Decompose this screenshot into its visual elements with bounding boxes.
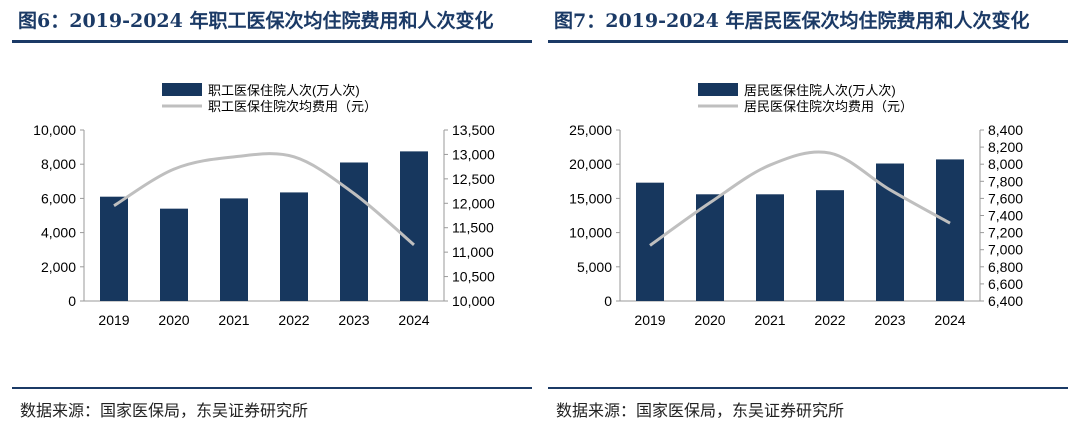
figure-title: 图7：2019-2024 年居民医保次均住院费用和人次变化 [554, 10, 1030, 32]
x-tick-label: 2023 [874, 312, 905, 328]
y-left-tick-label: 2,000 [41, 259, 76, 275]
y-right-tick-label: 8,200 [988, 139, 1023, 155]
legend-bar-label: 职工医保住院人次(万人次) [208, 83, 360, 98]
figure-title: 图6：2019-2024 年职工医保次均住院费用和人次变化 [18, 10, 494, 32]
y-right-tick-label: 7,400 [988, 208, 1023, 224]
y-left-tick-label: 15,000 [569, 190, 612, 206]
figure-6-panel: 图6：2019-2024 年职工医保次均住院费用和人次变化 0 2,000 4,00… [12, 0, 532, 423]
y-right-tick-label: 10,000 [452, 293, 495, 309]
legend-bar-swatch [162, 83, 202, 96]
title-rule [12, 40, 532, 43]
y-left-tick-label: 5,000 [577, 259, 612, 275]
y-left-tick-label: 0 [604, 293, 612, 309]
y-right-tick-label: 8,400 [988, 122, 1023, 138]
legend-line-label: 居民医保住院次均费用（元） [744, 99, 913, 114]
y-left-tick-label: 0 [68, 293, 76, 309]
x-tick-label: 2022 [814, 312, 845, 328]
bar [756, 194, 784, 301]
legend-bar-label: 居民医保住院人次(万人次) [744, 83, 896, 98]
y-left-tick-label: 10,000 [33, 122, 76, 138]
y-right-tick-label: 13,000 [452, 146, 495, 162]
series-line [649, 150, 951, 247]
x-tick-label: 2024 [398, 312, 429, 328]
title-rule [548, 40, 1068, 43]
bar [100, 196, 128, 301]
legend-line-label: 职工医保住院次均费用（元） [208, 99, 377, 114]
source-note: 数据来源：国家医保局，东吴证券研究所 [20, 401, 309, 420]
source-rule [548, 387, 1068, 389]
x-tick-label: 2019 [634, 312, 665, 328]
x-tick-label: 2021 [218, 312, 249, 328]
combo-chart-7: 0 5,000 10,000 15,000 20,000 25,000 6,4006,600… [569, 83, 1023, 328]
y-right-tick-label: 10,500 [452, 269, 495, 285]
y-right-tick-label: 8,000 [988, 156, 1023, 172]
y-right-tick-label: 7,600 [988, 190, 1023, 206]
bar [400, 151, 428, 301]
bar [636, 182, 664, 301]
y-right-tick-label: 7,000 [988, 242, 1023, 258]
x-tick-label: 2020 [158, 312, 189, 328]
y-left-tick-label: 10,000 [569, 225, 612, 241]
source-note: 数据来源：国家医保局，东吴证券研究所 [556, 401, 845, 420]
x-tick-label: 2023 [338, 312, 369, 328]
x-tick-label: 2021 [754, 312, 785, 328]
y-right-tick-label: 13,500 [452, 122, 495, 138]
y-right-tick-label: 12,000 [452, 195, 495, 211]
y-left-tick-label: 4,000 [41, 225, 76, 241]
y-right-tick-label: 12,500 [452, 171, 495, 187]
y-right-tick-label: 7,800 [988, 173, 1023, 189]
y-left-tick-label: 8,000 [41, 156, 76, 172]
x-tick-label: 2024 [934, 312, 965, 328]
y-left-tick-label: 6,000 [41, 190, 76, 206]
bar [696, 194, 724, 301]
bar [280, 192, 308, 301]
y-right-tick-label: 7,200 [988, 225, 1023, 241]
bar [340, 162, 368, 301]
y-right-tick-label: 11,500 [452, 220, 494, 236]
y-right-tick-label: 6,600 [988, 276, 1023, 292]
y-right-tick-label: 6,800 [988, 259, 1023, 275]
bar [816, 190, 844, 301]
bar [936, 159, 964, 301]
y-left-tick-label: 20,000 [569, 156, 612, 172]
bar [876, 163, 904, 301]
series-line [113, 152, 415, 246]
bar [220, 198, 248, 301]
x-tick-label: 2019 [98, 312, 129, 328]
y-left-tick-label: 25,000 [569, 122, 612, 138]
y-right-tick-label: 6,400 [988, 293, 1023, 309]
x-tick-label: 2022 [278, 312, 309, 328]
figure-7-panel: 图7：2019-2024 年居民医保次均住院费用和人次变化 0 5,000 10,0… [548, 0, 1068, 423]
source-rule [12, 387, 532, 389]
combo-chart-6: 0 2,000 4,000 6,000 8,000 10,000 10,000 10,500 1… [33, 83, 495, 328]
x-tick-label: 2020 [694, 312, 725, 328]
legend-bar-swatch [698, 83, 738, 96]
y-right-tick-label: 11,000 [452, 244, 494, 260]
bar [160, 208, 188, 301]
